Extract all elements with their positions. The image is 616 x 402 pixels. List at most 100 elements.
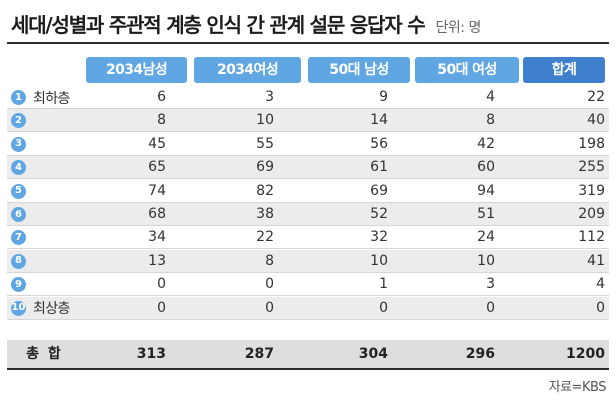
table-cell: 45 bbox=[148, 135, 166, 152]
table-cell: 65 bbox=[148, 159, 166, 176]
table-row: 5 74 82 69 94 319 bbox=[7, 179, 609, 203]
level-label: 최상층 bbox=[33, 301, 70, 318]
table-row: 6 68 38 52 51 209 bbox=[7, 203, 609, 226]
row-label: 10 최상층 bbox=[11, 297, 70, 320]
level-number-badge: 9 bbox=[11, 277, 26, 293]
table-cell: 22 bbox=[587, 89, 605, 105]
table-row: 9 0 0 1 3 4 bbox=[7, 273, 609, 297]
row-label: 6 bbox=[11, 203, 33, 226]
total-row: 총 합 313 287 304 296 1200 bbox=[7, 340, 609, 368]
row-label: 5 bbox=[11, 180, 33, 203]
total-value: 1200 bbox=[566, 346, 605, 362]
table-cell: 51 bbox=[477, 206, 495, 222]
table-cell: 60 bbox=[477, 159, 495, 176]
table-cell: 0 bbox=[486, 299, 495, 316]
header-2034-female: 2034여성 bbox=[194, 57, 301, 83]
table-cell: 42 bbox=[477, 135, 495, 152]
total-value: 304 bbox=[358, 346, 388, 362]
row-label: 3 bbox=[11, 133, 33, 156]
total-label: 총 합 bbox=[26, 346, 63, 362]
table-cell: 10 bbox=[370, 252, 388, 269]
table-cell: 32 bbox=[370, 229, 388, 246]
table-cell: 112 bbox=[578, 229, 605, 246]
table-cell: 8 bbox=[265, 252, 274, 269]
row-label: 4 bbox=[11, 156, 33, 179]
table-header: 2034남성 2034여성 50대 남성 50대 여성 합계 bbox=[7, 57, 609, 83]
table-cell: 0 bbox=[379, 299, 388, 316]
table-cell: 319 bbox=[578, 182, 605, 199]
table-row: 1 최하층 6 3 9 4 22 bbox=[7, 86, 609, 109]
table-cell: 9 bbox=[379, 89, 388, 105]
table-cell: 0 bbox=[265, 299, 274, 316]
table-cell: 82 bbox=[256, 182, 274, 199]
table-row: 7 34 22 32 24 112 bbox=[7, 226, 609, 250]
level-number-badge: 3 bbox=[11, 136, 26, 152]
table-cell: 40 bbox=[587, 112, 605, 129]
level-number-badge: 8 bbox=[11, 253, 26, 269]
table-cell: 0 bbox=[265, 276, 274, 293]
total-value: 287 bbox=[244, 346, 274, 362]
table-cell: 8 bbox=[486, 112, 495, 129]
table-row: 4 65 69 61 60 255 bbox=[7, 156, 609, 180]
row-label: 2 bbox=[11, 109, 33, 132]
table-cell: 198 bbox=[578, 135, 605, 152]
table-cell: 0 bbox=[157, 276, 166, 293]
table-cell: 34 bbox=[148, 229, 166, 246]
table-cell: 68 bbox=[148, 206, 166, 222]
row-label: 7 bbox=[11, 226, 33, 249]
table-cell: 8 bbox=[157, 112, 166, 129]
table-row: 3 45 55 56 42 198 bbox=[7, 132, 609, 156]
level-number-badge: 4 bbox=[11, 160, 26, 176]
page-title: 세대/성별과 주관적 계층 인식 간 관계 설문 응답자 수 bbox=[11, 13, 426, 37]
top-rule bbox=[7, 42, 609, 44]
header-2034-male: 2034남성 bbox=[86, 57, 187, 83]
header-50s-female: 50대 여성 bbox=[415, 57, 519, 83]
table-row: 2 8 10 14 8 40 bbox=[7, 109, 609, 133]
table-cell: 4 bbox=[596, 276, 605, 293]
row-label: 9 bbox=[11, 273, 33, 296]
table-cell: 0 bbox=[157, 299, 166, 316]
table-cell: 14 bbox=[370, 112, 388, 129]
bottom-rule bbox=[7, 368, 609, 370]
total-value: 296 bbox=[465, 346, 495, 362]
unit-label: 단위: 명 bbox=[435, 20, 482, 36]
table-row: 10 최상층 0 0 0 0 0 bbox=[7, 296, 609, 320]
table-cell: 41 bbox=[587, 252, 605, 269]
table-cell: 0 bbox=[596, 299, 605, 316]
total-value: 313 bbox=[136, 346, 166, 362]
row-label: 1 최하층 bbox=[11, 86, 70, 109]
table-cell: 69 bbox=[370, 182, 388, 199]
title-row: 세대/성별과 주관적 계층 인식 간 관계 설문 응답자 수 단위: 명 bbox=[11, 9, 481, 38]
table-cell: 10 bbox=[477, 252, 495, 269]
table-cell: 6 bbox=[157, 89, 166, 105]
level-number-badge: 5 bbox=[11, 183, 26, 199]
table-cell: 56 bbox=[370, 135, 388, 152]
table-cell: 209 bbox=[578, 206, 605, 222]
table-cell: 69 bbox=[256, 159, 274, 176]
table-cell: 13 bbox=[148, 252, 166, 269]
table-row: 8 13 8 10 10 41 bbox=[7, 249, 609, 273]
row-label: 8 bbox=[11, 250, 33, 273]
level-number-badge: 7 bbox=[11, 230, 26, 246]
table-cell: 94 bbox=[477, 182, 495, 199]
table-cell: 4 bbox=[486, 89, 495, 105]
table-cell: 61 bbox=[370, 159, 388, 176]
table-cell: 1 bbox=[379, 276, 388, 293]
level-number-badge: 10 bbox=[11, 300, 26, 316]
source-note: 자료=KBS bbox=[548, 380, 607, 395]
table-cell: 74 bbox=[148, 182, 166, 199]
level-number-badge: 6 bbox=[11, 207, 26, 222]
table-cell: 3 bbox=[265, 89, 274, 105]
level-label: 최하층 bbox=[33, 90, 70, 107]
header-total: 합계 bbox=[523, 57, 605, 83]
level-number-badge: 1 bbox=[11, 90, 26, 105]
header-50s-male: 50대 남성 bbox=[308, 57, 410, 83]
table-cell: 24 bbox=[477, 229, 495, 246]
table-cell: 38 bbox=[256, 206, 274, 222]
level-number-badge: 2 bbox=[11, 113, 26, 129]
table-cell: 55 bbox=[256, 135, 274, 152]
table-cell: 52 bbox=[370, 206, 388, 222]
table-cell: 3 bbox=[486, 276, 495, 293]
table-cell: 10 bbox=[256, 112, 274, 129]
table-cell: 255 bbox=[578, 159, 605, 176]
